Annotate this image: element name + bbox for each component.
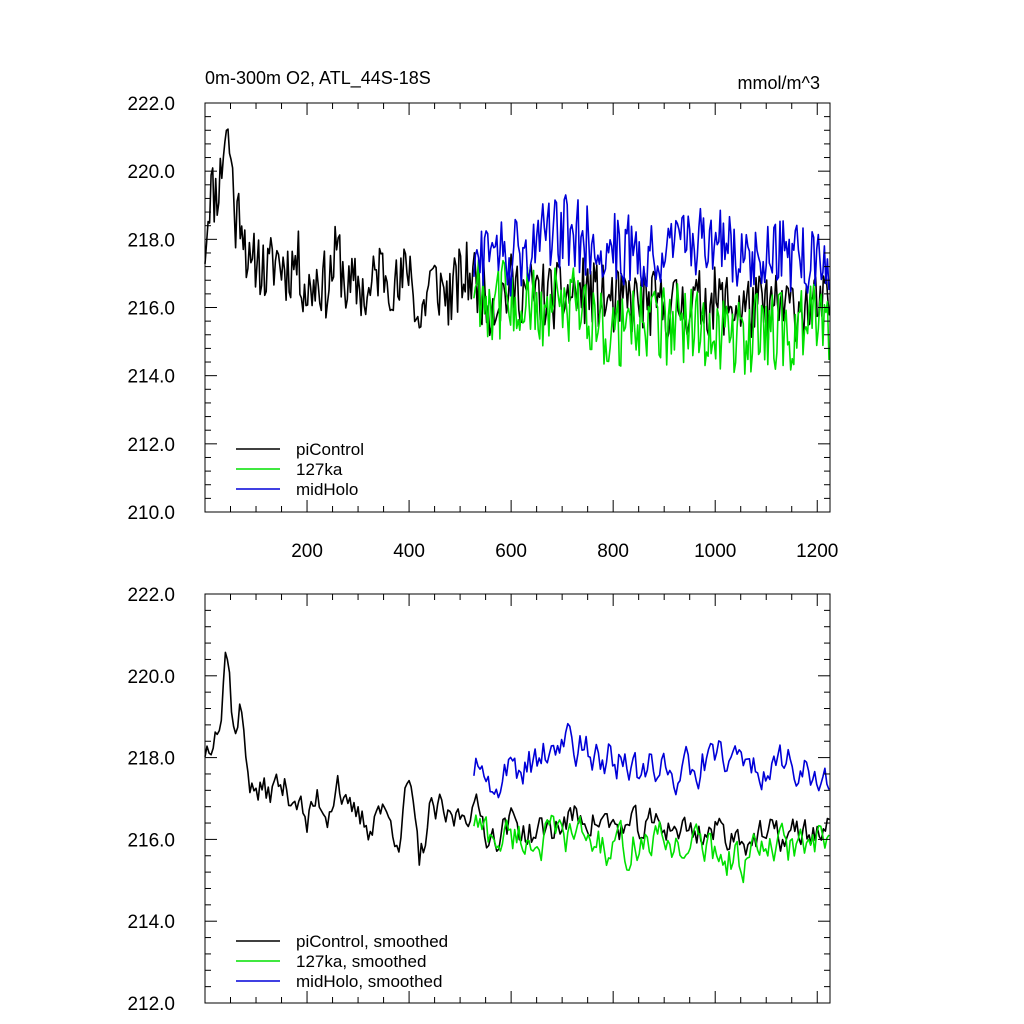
legend-label-midholo: midHolo [296,480,358,499]
plot-frame [204,593,831,1004]
x-tick-label: 800 [597,541,629,562]
units-label: mmol/m^3 [738,73,820,93]
x-tick-label: 400 [393,541,425,562]
series-line-127ka-smoothed [473,814,830,884]
y-tick-label: 218.0 [127,749,175,770]
chart-title: 0m-300m O2, ATL_44S-18S [205,68,431,89]
x-tick-label: 1000 [694,541,736,562]
bottom-panel: 212.0 214.0 216.0 218.0 220.0 222.0 piControl… [127,585,831,1015]
y-tick-label: 220.0 [127,162,175,183]
y-tick-label: 220.0 [127,667,175,688]
bottom-axes: 212.0 214.0 216.0 218.0 220.0 222.0 [127,585,831,1015]
y-tick-label: 210.0 [127,503,175,524]
y-tick-label: 214.0 [127,367,175,388]
legend-label-midholo-smoothed: midHolo, smoothed [296,972,442,991]
legend-label-127ka-smoothed: 127ka, smoothed [296,952,426,971]
y-tick-label: 216.0 [127,830,175,851]
x-tick-label: 200 [291,541,323,562]
series-line-midholo-smoothed [473,722,830,799]
x-tick-label: 1200 [796,541,838,562]
bottom-series-lines [204,651,830,884]
top-axes: 210.0 212.0 214.0 216.0 218.0 220.0 222.0 200 40… [127,94,838,562]
x-tick-label: 600 [495,541,527,562]
y-tick-label: 212.0 [127,994,175,1015]
top-series-lines [204,128,831,375]
series-line-127ka [473,259,830,375]
y-tick-label: 218.0 [127,230,175,251]
y-tick-label: 222.0 [127,585,175,606]
legend-label-picontrol-smoothed: piControl, smoothed [296,932,448,951]
series-line-midholo [473,194,830,297]
y-tick-label: 216.0 [127,299,175,320]
y-tick-label: 212.0 [127,435,175,456]
y-tick-label: 214.0 [127,912,175,933]
legend-label-picontrol: piControl [296,440,364,459]
y-tick-label: 222.0 [127,94,175,115]
top-panel: 0m-300m O2, ATL_44S-18S mmol/m^3 210.021… [127,68,838,562]
series-line-picontrol-smoothed [204,651,830,866]
series-line-picontrol [204,128,831,342]
legend-label-127ka: 127ka [296,460,343,479]
